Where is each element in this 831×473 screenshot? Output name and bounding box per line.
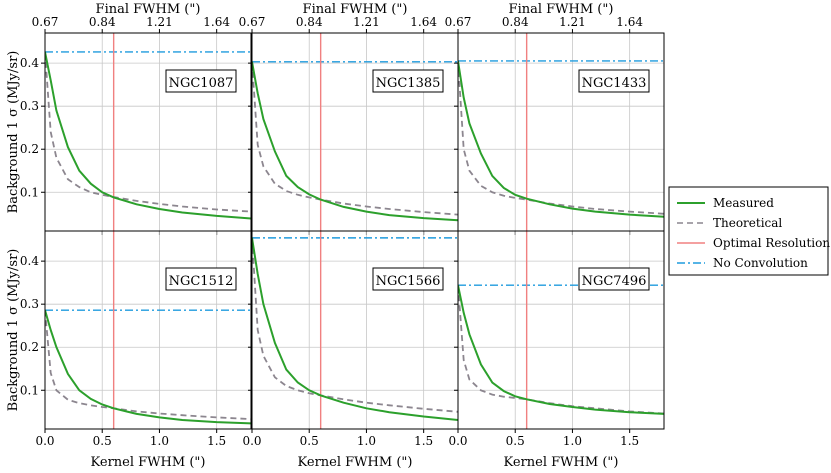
panel-2-top-tick-label-3: 1.64 xyxy=(410,15,437,29)
panel-5-series-theoretical xyxy=(252,237,458,413)
panel-6-xtick-label-2: 1.0 xyxy=(563,434,582,448)
panel-4: 0.0 0.5 1.0 1.5 0.1 0.2 0.3 0.4 NGC1512 xyxy=(20,230,252,448)
panel-1-ytick-label-0: 0.1 xyxy=(20,185,39,199)
panel-1-title-box xyxy=(165,69,237,93)
y-axis-label-top: Background 1 σ (MJy/sr) xyxy=(6,51,21,214)
panel-3: 0.67 0.84 1.21 1.64 NGC1433 xyxy=(445,15,665,235)
y-axis-label-bottom: Background 1 σ (MJy/sr) xyxy=(6,249,21,412)
panel-1-ytick-label-2: 0.3 xyxy=(20,99,39,113)
panel-4-xtick-label-2: 1.0 xyxy=(150,434,169,448)
panel-4-xtick-label-0: 0.0 xyxy=(35,434,54,448)
panel-1-ytick-label-3: 0.4 xyxy=(20,56,39,70)
panel-5-plot-area xyxy=(252,231,458,429)
panel-6-xtick-label-3: 1.5 xyxy=(620,434,639,448)
panel-4-xtick-label-3: 1.5 xyxy=(207,434,226,448)
panel-3-top-tick-label-0: 0.67 xyxy=(445,15,472,29)
panel-3-title: NGC1433 xyxy=(582,76,647,91)
x-axis-label-3: Kernel FWHM (") xyxy=(504,455,619,470)
panel-5-title: NGC1566 xyxy=(376,274,441,289)
panel-6-xtick-label-1: 0.5 xyxy=(506,434,525,448)
top-axis-label-1: Final FWHM (") xyxy=(96,2,201,17)
panel-2-plot-area xyxy=(252,33,458,231)
panel-6: 0.0 0.5 1.0 1.5 NGC7496 xyxy=(448,230,665,448)
panel-4-ytick-label-2: 0.3 xyxy=(20,297,39,311)
panel-5-xtick-label-2: 1.0 xyxy=(357,434,376,448)
panel-2-top-tick-label-1: 0.84 xyxy=(296,15,323,29)
panel-1-frame xyxy=(44,32,252,232)
panel-2-series-theoretical xyxy=(252,61,458,216)
x-axis-label-1: Kernel FWHM (") xyxy=(91,455,206,470)
panel-4-xtick-label-1: 0.5 xyxy=(93,434,112,448)
panel-2-frame xyxy=(251,32,459,232)
panel-1-top-tick-label-3: 1.64 xyxy=(203,15,230,29)
panel-2: 0.67 0.84 1.21 1.64 NGC1385 xyxy=(239,15,459,235)
panel-1-ytick-label-1: 0.2 xyxy=(20,142,39,156)
panel-4-title-box xyxy=(165,267,237,291)
panel-6-plot-area xyxy=(458,231,664,429)
panel-1: 0.67 0.84 1.21 1.64 0.1 0.2 0.3 0.4 NGC1087 xyxy=(20,15,252,235)
panel-2-top-tick-label-0: 0.67 xyxy=(239,15,266,29)
panel-3-series-measured xyxy=(458,60,664,218)
panel-3-top-tick-label-1: 0.84 xyxy=(502,15,529,29)
panel-6-xtick-label-0: 0.0 xyxy=(448,434,467,448)
legend-label-2: Theoretical xyxy=(713,216,782,230)
top-axis-label-3: Final FWHM (") xyxy=(509,2,614,17)
legend: Measured Theoretical Optimal Resolution No … xyxy=(668,186,830,276)
panel-1-plot-area xyxy=(45,33,251,231)
panel-2-series-measured xyxy=(252,61,458,222)
panel-4-series-measured xyxy=(45,309,251,425)
panel-1-top-tick-label-2: 1.21 xyxy=(146,15,173,29)
panel-3-frame xyxy=(457,32,665,232)
panel-2-title: NGC1385 xyxy=(376,76,441,91)
panel-3-series-theoretical xyxy=(458,60,664,215)
panel-6-title: NGC7496 xyxy=(582,274,647,289)
panel-3-top-tick-label-3: 1.64 xyxy=(616,15,643,29)
panel-4-ytick-label-1: 0.2 xyxy=(20,340,39,354)
top-axis-label-2: Final FWHM (") xyxy=(303,2,408,17)
panel-3-title-box xyxy=(578,69,650,93)
panel-2-title-box xyxy=(372,69,444,93)
panel-4-plot-area xyxy=(45,231,251,429)
x-axis-label-2: Kernel FWHM (") xyxy=(298,455,413,470)
panel-6-title-box xyxy=(578,267,650,291)
panel-1-top-tick-label-1: 0.84 xyxy=(89,15,116,29)
panel-4-series-theoretical xyxy=(45,310,251,420)
panel-1-title: NGC1087 xyxy=(169,76,234,91)
panel-4-ytick-label-3: 0.4 xyxy=(20,254,39,268)
panel-5-title-box xyxy=(372,267,444,291)
panel-1-series-measured xyxy=(45,51,251,220)
panel-5: 0.0 0.5 1.0 1.5 NGC1566 xyxy=(242,230,459,448)
panel-4-frame xyxy=(44,230,252,430)
panel-1-top-tick-label-0: 0.67 xyxy=(32,15,59,29)
panel-1-series-theoretical xyxy=(45,51,251,213)
panel-5-xtick-label-3: 1.5 xyxy=(414,434,433,448)
panel-6-series-theoretical xyxy=(458,285,664,415)
panel-5-xtick-label-0: 0.0 xyxy=(242,434,261,448)
panel-5-series-measured xyxy=(252,237,458,421)
legend-label-3: Optimal Resolution xyxy=(713,236,830,250)
panel-4-ytick-label-0: 0.1 xyxy=(20,383,39,397)
panel-2-top-tick-label-2: 1.21 xyxy=(353,15,380,29)
panel-6-frame xyxy=(457,230,665,430)
panel-3-top-tick-label-2: 1.21 xyxy=(559,15,586,29)
legend-label-1: Measured xyxy=(713,196,774,210)
legend-box xyxy=(668,186,829,276)
panel-4-title: NGC1512 xyxy=(169,274,234,289)
panel-3-plot-area xyxy=(458,33,664,231)
legend-label-4: No Convolution xyxy=(713,256,808,270)
panel-5-frame xyxy=(251,230,459,430)
panel-6-series-measured xyxy=(458,284,664,415)
panel-5-xtick-label-1: 0.5 xyxy=(300,434,319,448)
